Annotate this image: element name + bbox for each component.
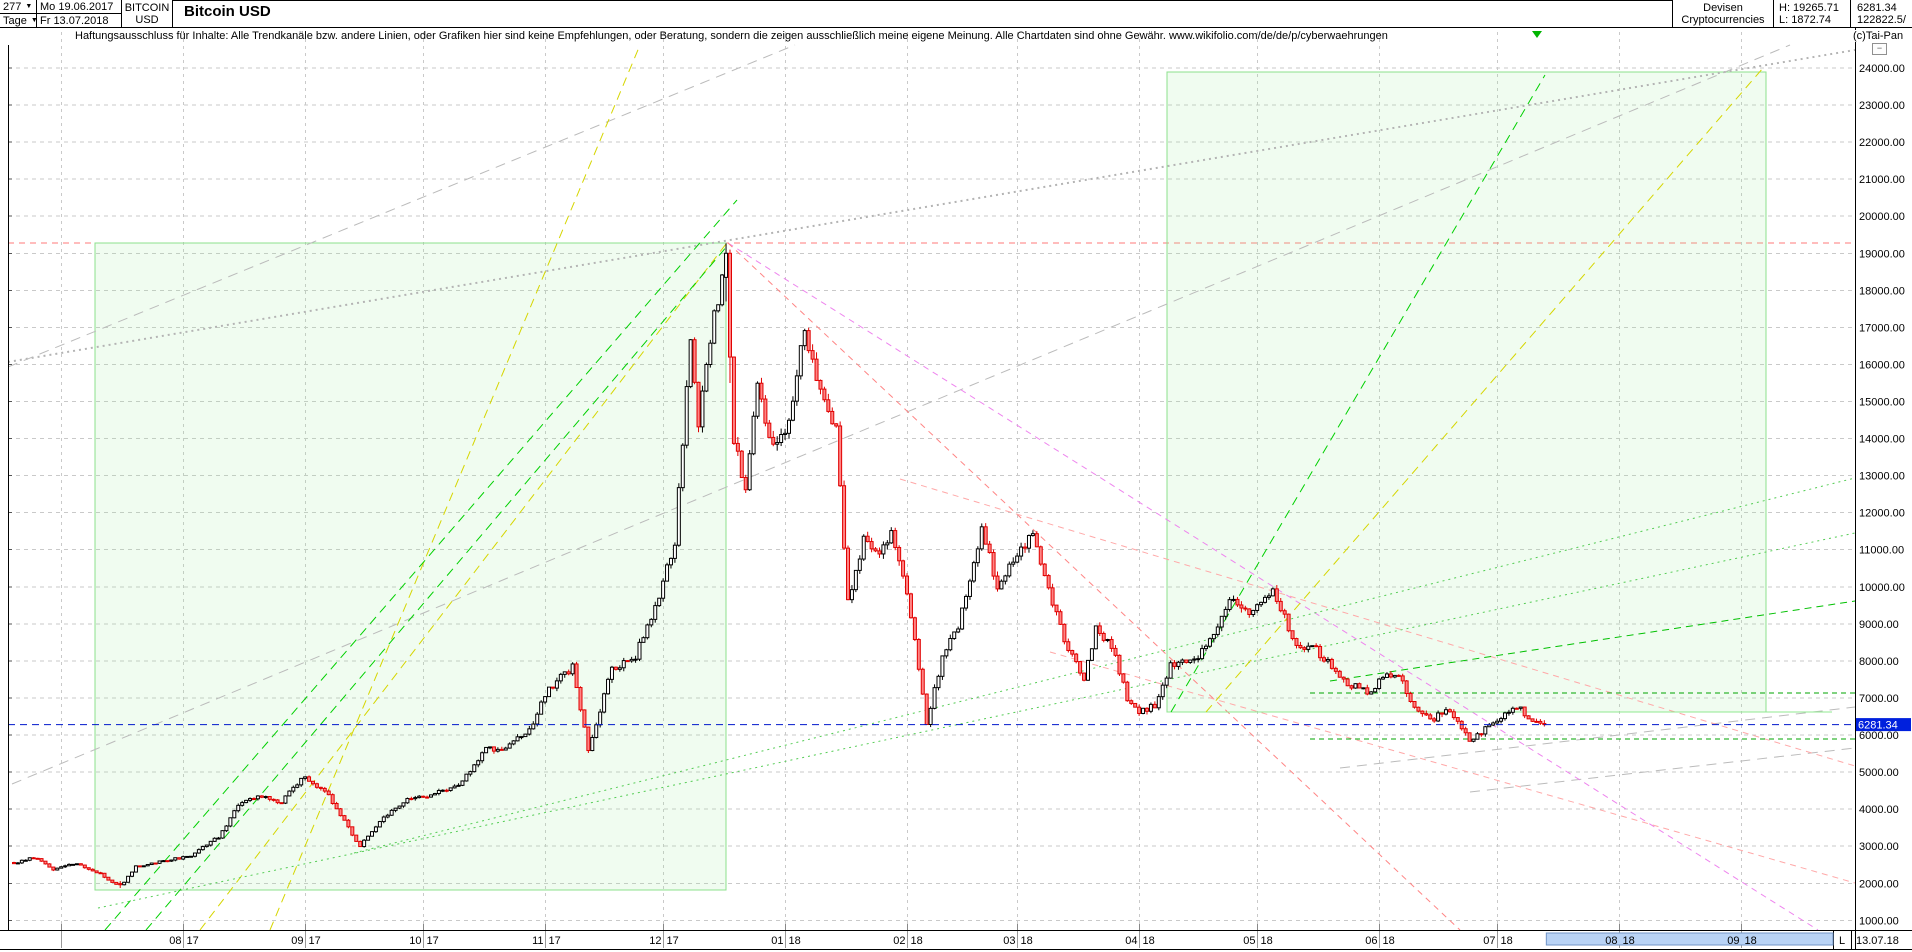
svg-text:3000.00: 3000.00 (1859, 841, 1899, 853)
svg-text:6000.00: 6000.00 (1859, 730, 1899, 742)
svg-text:15000.00: 15000.00 (1859, 397, 1905, 409)
category-line1: Devisen (1703, 1, 1743, 14)
svg-text:18: 18 (1623, 935, 1635, 947)
svg-text:17: 17 (667, 935, 679, 947)
svg-text:18000.00: 18000.00 (1859, 285, 1905, 297)
svg-text:16000.00: 16000.00 (1859, 359, 1905, 371)
svg-text:17: 17 (309, 935, 321, 947)
svg-text:8000.00: 8000.00 (1859, 656, 1899, 668)
last-price-value: 6281.34 (1857, 1, 1897, 14)
svg-text:18: 18 (1745, 935, 1757, 947)
svg-text:08: 08 (1605, 935, 1617, 947)
svg-text:11000.00: 11000.00 (1859, 545, 1904, 557)
svg-text:10: 10 (409, 935, 421, 947)
date-to-field[interactable]: Fr 13.07.2018 (37, 14, 122, 27)
svg-text:17: 17 (187, 935, 199, 947)
svg-text:5000.00: 5000.00 (1859, 767, 1899, 779)
svg-text:7000.00: 7000.00 (1859, 693, 1899, 705)
svg-text:23000.00: 23000.00 (1859, 100, 1905, 112)
svg-text:18: 18 (1261, 935, 1273, 947)
svg-text:09: 09 (1727, 935, 1739, 947)
svg-text:18: 18 (789, 935, 801, 947)
high-low-cell: H: 19265.71 L: 1872.74 (1773, 0, 1850, 27)
quote-cell: 6281.34 122822.5/ (1850, 0, 1912, 27)
period-dropdown[interactable]: Tage ▼ (0, 14, 37, 27)
last-date-label: 13.07.18 (1856, 935, 1899, 947)
date-from-value: Mo 19.06.2017 (40, 0, 114, 13)
svg-text:18: 18 (1143, 935, 1155, 947)
last-price-badge: 6281.34 (1856, 718, 1911, 732)
svg-text:13000.00: 13000.00 (1859, 471, 1905, 483)
svg-text:04: 04 (1125, 935, 1137, 947)
svg-text:17: 17 (427, 935, 439, 947)
svg-text:12000.00: 12000.00 (1859, 508, 1905, 520)
svg-text:20000.00: 20000.00 (1859, 211, 1905, 223)
period-value: Tage (3, 14, 27, 27)
volume-value: 122822.5/ (1857, 13, 1906, 26)
symbol-name: BITCOIN (124, 1, 170, 14)
svg-text:21000.00: 21000.00 (1859, 174, 1905, 186)
header-divider (0, 27, 1912, 28)
svg-text:22000.00: 22000.00 (1859, 137, 1905, 149)
svg-text:4000.00: 4000.00 (1859, 804, 1899, 816)
page-title: Bitcoin USD (180, 3, 275, 20)
svg-text:17: 17 (549, 935, 561, 947)
svg-text:19000.00: 19000.00 (1859, 248, 1905, 260)
date-to-value: Fr 13.07.2018 (40, 14, 109, 27)
category-cell: Devisen Cryptocurrencies (1672, 0, 1773, 27)
symbol-cell: BITCOIN USD (122, 0, 173, 27)
svg-text:12: 12 (649, 935, 661, 947)
svg-text:11: 11 (532, 935, 543, 947)
svg-text:18: 18 (1021, 935, 1033, 947)
svg-text:02: 02 (893, 935, 905, 947)
category-line2: Cryptocurrencies (1681, 13, 1765, 26)
svg-text:08: 08 (169, 935, 181, 947)
svg-text:18: 18 (911, 935, 923, 947)
bars-count-value: 277 (3, 0, 22, 13)
svg-text:14000.00: 14000.00 (1859, 434, 1905, 446)
bars-count-dropdown[interactable]: 277 ▼ (0, 0, 37, 14)
window-top-border (0, 0, 1912, 1)
last-marker: L (1839, 935, 1845, 947)
svg-text:6281.34: 6281.34 (1858, 720, 1898, 732)
svg-text:18: 18 (1501, 935, 1513, 947)
copyright-label: (c)Tai-Pan (1853, 30, 1904, 42)
svg-text:2000.00: 2000.00 (1859, 878, 1899, 890)
svg-text:09: 09 (291, 935, 303, 947)
chevron-down-icon: ▼ (25, 3, 33, 10)
svg-text:10000.00: 10000.00 (1859, 582, 1905, 594)
chevron-down-icon: ▼ (31, 17, 36, 24)
svg-text:18: 18 (1383, 935, 1395, 947)
svg-text:24000.00: 24000.00 (1859, 63, 1905, 75)
svg-text:1000.00: 1000.00 (1859, 915, 1899, 927)
high-value: H: 19265.71 (1779, 1, 1839, 14)
low-value: L: 1872.74 (1779, 13, 1831, 26)
minimize-icon[interactable]: − (1872, 43, 1887, 55)
svg-text:07: 07 (1483, 935, 1495, 947)
svg-text:9000.00: 9000.00 (1859, 619, 1899, 631)
date-from-field[interactable]: Mo 19.06.2017 (37, 0, 122, 14)
svg-text:06: 06 (1365, 935, 1377, 947)
marker-triangle-icon (1532, 31, 1542, 38)
disclaimer-text: Haftungsausschluss für Inhalte: Alle Tre… (75, 30, 1388, 42)
svg-text:05: 05 (1243, 935, 1255, 947)
svg-text:01: 01 (771, 935, 783, 947)
svg-text:17000.00: 17000.00 (1859, 322, 1905, 334)
symbol-currency: USD (135, 13, 159, 26)
svg-text:03: 03 (1003, 935, 1015, 947)
